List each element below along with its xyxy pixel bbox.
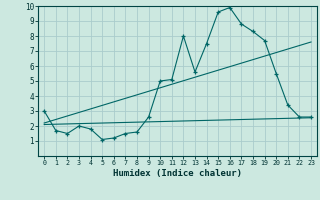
- X-axis label: Humidex (Indice chaleur): Humidex (Indice chaleur): [113, 169, 242, 178]
